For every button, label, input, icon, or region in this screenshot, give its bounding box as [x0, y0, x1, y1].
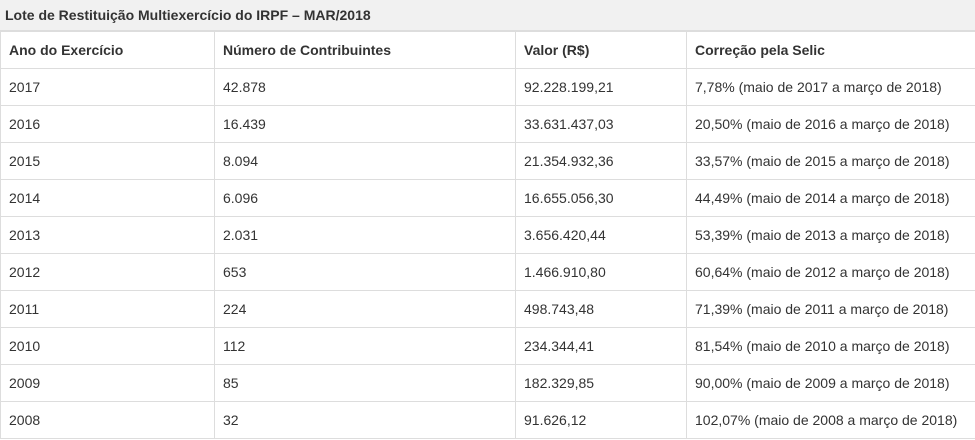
- table-row: 2011 224 498.743,48 71,39% (maio de 2011…: [0, 290, 975, 328]
- cell-taxpayers: 224: [214, 290, 516, 328]
- cell-value: 1.466.910,80: [515, 253, 687, 291]
- cell-value: 91.626,12: [515, 401, 687, 439]
- cell-selic: 44,49% (maio de 2014 a março de 2018): [686, 179, 975, 217]
- table-row: 2017 42.878 92.228.199,21 7,78% (maio de…: [0, 68, 975, 106]
- header-value: Valor (R$): [515, 31, 687, 69]
- table-row: 2012 653 1.466.910,80 60,64% (maio de 20…: [0, 253, 975, 291]
- header-year: Ano do Exercício: [0, 31, 215, 69]
- cell-value: 498.743,48: [515, 290, 687, 328]
- cell-value: 21.354.932,36: [515, 142, 687, 180]
- cell-year: 2011: [0, 290, 215, 328]
- cell-selic: 90,00% (maio de 2009 a março de 2018): [686, 364, 975, 402]
- cell-year: 2010: [0, 327, 215, 365]
- cell-year: 2014: [0, 179, 215, 217]
- cell-value: 3.656.420,44: [515, 216, 687, 254]
- restitution-table: Ano do Exercício Número de Contribuintes…: [0, 31, 975, 439]
- cell-selic: 102,07% (maio de 2008 a março de 2018): [686, 401, 975, 439]
- table-row: 2008 32 91.626,12 102,07% (maio de 2008 …: [0, 401, 975, 439]
- cell-taxpayers: 32: [214, 401, 516, 439]
- cell-value: 16.655.056,30: [515, 179, 687, 217]
- cell-taxpayers: 85: [214, 364, 516, 402]
- cell-year: 2017: [0, 68, 215, 106]
- cell-taxpayers: 6.096: [214, 179, 516, 217]
- cell-year: 2008: [0, 401, 215, 439]
- cell-taxpayers: 2.031: [214, 216, 516, 254]
- cell-selic: 33,57% (maio de 2015 a março de 2018): [686, 142, 975, 180]
- cell-selic: 53,39% (maio de 2013 a março de 2018): [686, 216, 975, 254]
- table-row: 2009 85 182.329,85 90,00% (maio de 2009 …: [0, 364, 975, 402]
- table-row: 2015 8.094 21.354.932,36 33,57% (maio de…: [0, 142, 975, 180]
- table-row: 2010 112 234.344,41 81,54% (maio de 2010…: [0, 327, 975, 365]
- header-row: Ano do Exercício Número de Contribuintes…: [0, 31, 975, 69]
- header-selic: Correção pela Selic: [686, 31, 975, 69]
- cell-value: 92.228.199,21: [515, 68, 687, 106]
- cell-year: 2015: [0, 142, 215, 180]
- cell-selic: 81,54% (maio de 2010 a março de 2018): [686, 327, 975, 365]
- cell-selic: 71,39% (maio de 2011 a março de 2018): [686, 290, 975, 328]
- cell-taxpayers: 112: [214, 327, 516, 365]
- cell-year: 2013: [0, 216, 215, 254]
- cell-value: 33.631.437,03: [515, 105, 687, 143]
- cell-selic: 20,50% (maio de 2016 a março de 2018): [686, 105, 975, 143]
- table-caption: Lote de Restituição Multiexercício do IR…: [0, 0, 975, 31]
- cell-value: 234.344,41: [515, 327, 687, 365]
- table-row: 2016 16.439 33.631.437,03 20,50% (maio d…: [0, 105, 975, 143]
- cell-selic: 7,78% (maio de 2017 a março de 2018): [686, 68, 975, 106]
- cell-year: 2012: [0, 253, 215, 291]
- table-row: 2014 6.096 16.655.056,30 44,49% (maio de…: [0, 179, 975, 217]
- cell-taxpayers: 8.094: [214, 142, 516, 180]
- cell-taxpayers: 653: [214, 253, 516, 291]
- table-row: 2013 2.031 3.656.420,44 53,39% (maio de …: [0, 216, 975, 254]
- cell-value: 182.329,85: [515, 364, 687, 402]
- cell-year: 2016: [0, 105, 215, 143]
- header-taxpayers: Número de Contribuintes: [214, 31, 516, 69]
- cell-taxpayers: 16.439: [214, 105, 516, 143]
- cell-selic: 60,64% (maio de 2012 a março de 2018): [686, 253, 975, 291]
- cell-taxpayers: 42.878: [214, 68, 516, 106]
- cell-year: 2009: [0, 364, 215, 402]
